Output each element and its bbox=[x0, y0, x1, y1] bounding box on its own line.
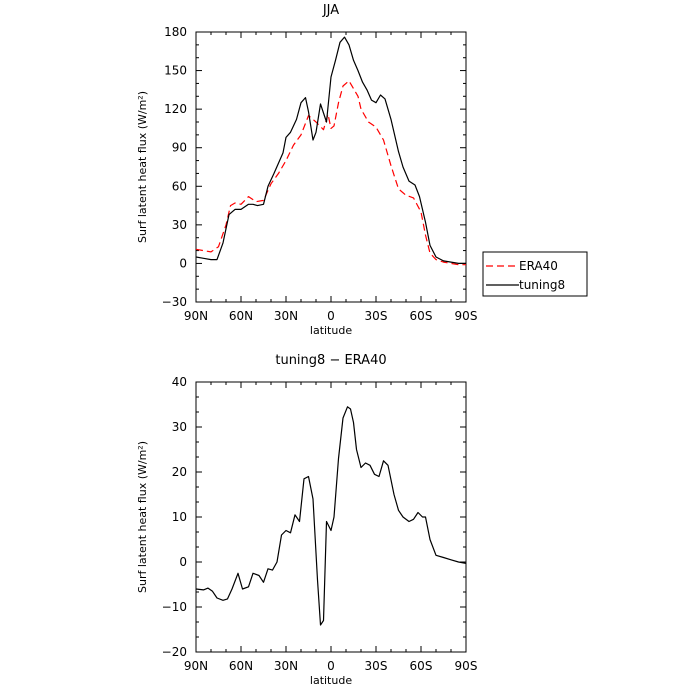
x-tick-label: 60S bbox=[410, 659, 433, 673]
series-line-tuning8 bbox=[196, 36, 466, 264]
y-tick-label: 90 bbox=[172, 141, 187, 155]
y-axis-label: Surf latent heat flux (W/m²) bbox=[136, 441, 149, 593]
series-line-difference bbox=[196, 406, 466, 626]
x-tick-label: 90S bbox=[455, 659, 478, 673]
y-tick-label: 30 bbox=[172, 218, 187, 232]
x-tick-label: 30N bbox=[274, 659, 298, 673]
legend-label: ERA40 bbox=[519, 259, 558, 273]
jja-latent-heat-chart: −30 0 30 60 90 120 150 180 90N 60N 30N 0 30S 60S 90S JJ… bbox=[136, 3, 588, 337]
difference-chart: −20 −10 0 10 20 30 40 90N 60N 30N 0 30S 60S 90S tuning… bbox=[136, 353, 477, 687]
x-tick-label: 0 bbox=[327, 659, 335, 673]
y-axis-label: Surf latent heat flux (W/m²) bbox=[136, 91, 149, 243]
legend-box bbox=[482, 251, 588, 297]
y-tick-label: −30 bbox=[162, 295, 187, 309]
y-tick-label: 0 bbox=[179, 555, 187, 569]
x-tick-label: 60N bbox=[229, 659, 253, 673]
y-tick-label: 120 bbox=[164, 102, 187, 116]
chart-title: JJA bbox=[322, 3, 339, 18]
x-axis-label: latitude bbox=[310, 674, 352, 687]
legend: ERA40 tuning8 bbox=[482, 251, 588, 297]
y-tick-label: 20 bbox=[172, 465, 187, 479]
x-tick-label: 30S bbox=[365, 659, 388, 673]
x-axis-label: latitude bbox=[310, 324, 352, 337]
y-tick-label: −20 bbox=[162, 645, 187, 659]
y-tick-label: 180 bbox=[164, 25, 187, 39]
y-tick-label: 10 bbox=[172, 510, 187, 524]
y-tick-label: 30 bbox=[172, 420, 187, 434]
x-tick-label: 90S bbox=[455, 309, 478, 323]
y-tick-label: 150 bbox=[164, 64, 187, 78]
plot-frame bbox=[195, 31, 467, 303]
y-tick-label: 60 bbox=[172, 179, 187, 193]
x-tick-label: 90N bbox=[184, 659, 208, 673]
x-tick-label: 60N bbox=[229, 309, 253, 323]
legend-label: tuning8 bbox=[519, 278, 565, 292]
y-tick-label: 0 bbox=[179, 256, 187, 270]
series-line-era40 bbox=[196, 80, 466, 266]
x-tick-label: 0 bbox=[327, 309, 335, 323]
y-tick-label: −10 bbox=[162, 600, 187, 614]
x-tick-label: 90N bbox=[184, 309, 208, 323]
y-tick-label: 40 bbox=[172, 375, 187, 389]
chart-title: tuning8 − ERA40 bbox=[275, 353, 386, 368]
x-tick-label: 30N bbox=[274, 309, 298, 323]
x-tick-label: 60S bbox=[410, 309, 433, 323]
x-tick-label: 30S bbox=[365, 309, 388, 323]
